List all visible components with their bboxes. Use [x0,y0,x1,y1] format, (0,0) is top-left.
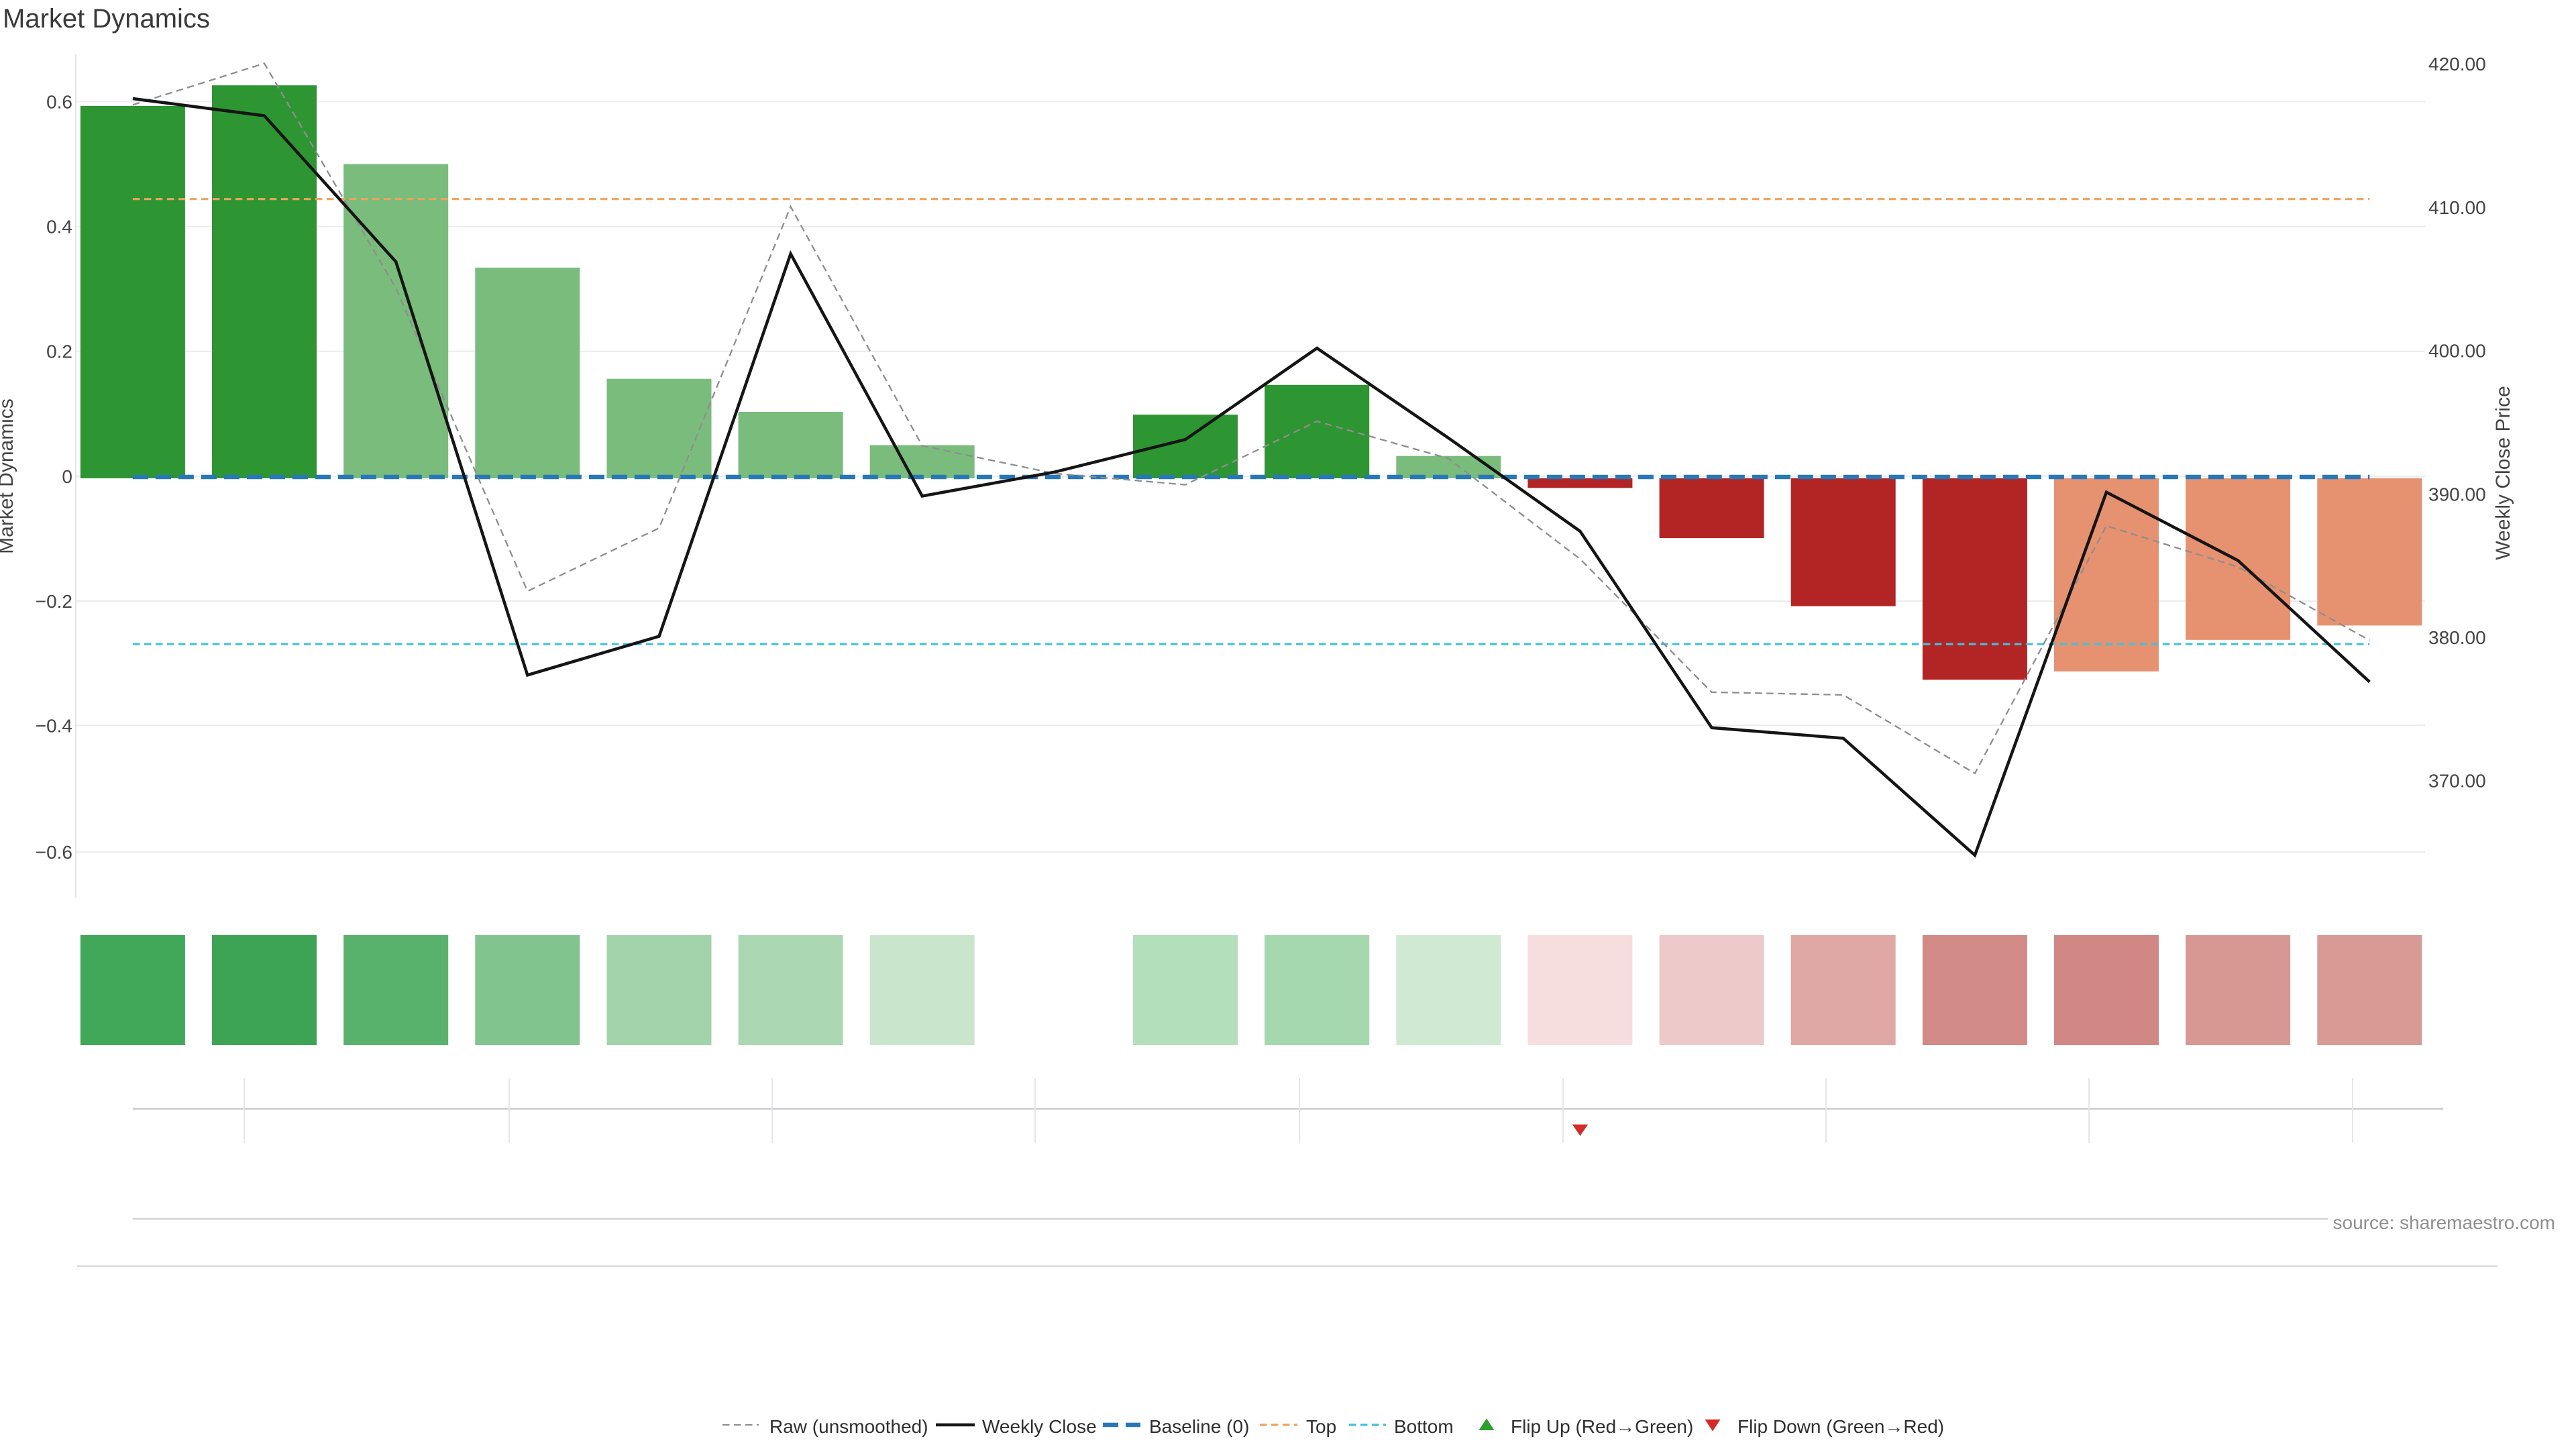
svg-text:source: sharemaestro.com: source: sharemaestro.com [2333,1212,2555,1233]
svg-text:Market Dynamics: Market Dynamics [0,398,17,554]
svg-text:Baseline (0): Baseline (0) [1149,1416,1249,1437]
svg-text:−0.4: −0.4 [36,715,72,736]
svg-text:Flip Down (Green→Red): Flip Down (Green→Red) [1737,1416,1944,1437]
svg-text:0.2: 0.2 [46,341,72,362]
svg-text:Flip Up (Red→Green): Flip Up (Red→Green) [1511,1416,1693,1437]
svg-text:Weekly Close Price: Weekly Close Price [2492,386,2514,560]
svg-text:0.6: 0.6 [46,92,72,113]
svg-text:420.00: 420.00 [2428,54,2486,74]
svg-text:−0.2: −0.2 [36,591,72,612]
svg-text:Raw (unsmoothed): Raw (unsmoothed) [769,1416,928,1437]
svg-text:0.4: 0.4 [46,217,72,237]
svg-text:Top: Top [1306,1416,1336,1437]
svg-text:380.00: 380.00 [2428,627,2486,648]
svg-text:−0.6: −0.6 [36,842,72,863]
svg-text:410.00: 410.00 [2428,197,2486,218]
svg-text:390.00: 390.00 [2428,484,2486,504]
svg-text:400.00: 400.00 [2428,341,2486,362]
svg-text:370.00: 370.00 [2428,771,2486,792]
svg-text:0: 0 [62,466,72,487]
svg-text:Market Dynamics: Market Dynamics [3,4,210,34]
svg-text:Weekly Close: Weekly Close [982,1416,1097,1437]
svg-text:Bottom: Bottom [1394,1416,1454,1437]
